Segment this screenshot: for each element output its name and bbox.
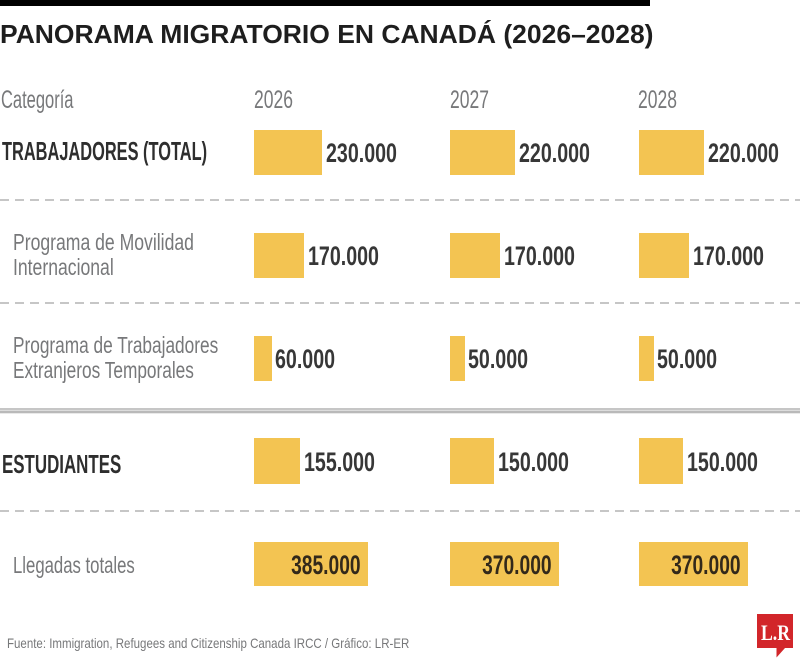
svg-text:L.R: L.R xyxy=(761,620,791,645)
